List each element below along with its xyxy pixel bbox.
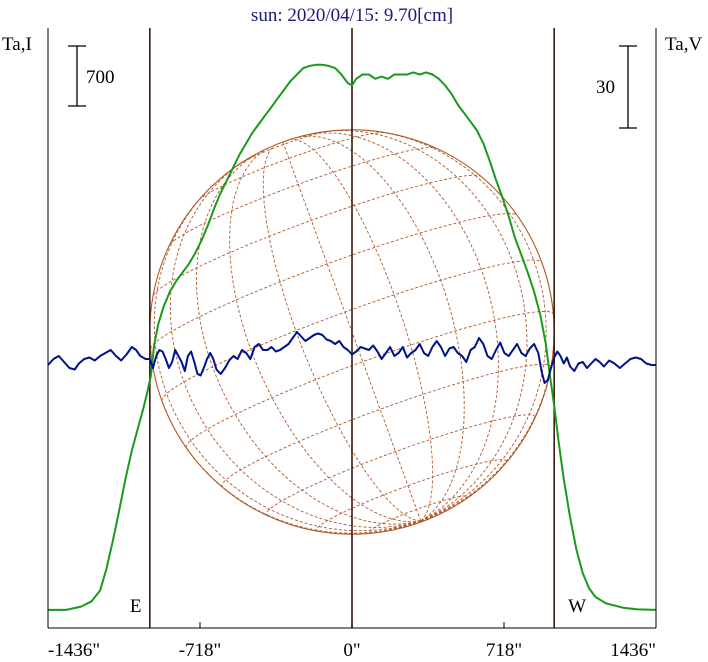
latitude-line [152,174,481,296]
longitude-line [153,184,421,532]
left-scale-bar [68,45,86,107]
x-axis-ticks: -1436" -718" 0" 718" 1436" [47,622,657,661]
x-tick-label: -1436" [48,640,100,661]
x-tick-label: 1436" [610,640,656,661]
longitude-line [420,262,555,522]
longitude-line [363,129,547,522]
series-line [48,63,657,611]
right-scale-bar [619,45,637,129]
latitude-line [169,147,436,245]
series-lines [47,63,657,611]
longitude-line [282,142,422,522]
marker-label: E [130,596,142,617]
left-axis-label: Ta,I [2,34,32,55]
latitude-line [316,459,508,532]
latitude-line [265,414,536,517]
longitude-line [229,147,421,523]
longitude-line [318,130,528,522]
x-tick-label: 718" [486,640,522,661]
longitude-line [196,150,421,525]
longitude-line [420,510,447,522]
chart-title: sun: 2020/04/15: 9.70[cm] [251,5,453,26]
longitude-line [161,400,421,534]
longitude-line [169,157,421,528]
x-tick-label: -718" [179,640,222,661]
longitude-line [290,139,434,522]
longitude-line [262,144,421,522]
right-axis-label: Ta,V [665,34,702,55]
x-tick-label: 0" [343,640,360,661]
solar-disk [149,129,555,535]
series-line [47,331,656,384]
marker-label: W [568,596,586,617]
longitude-line [420,519,427,522]
right-scale-label: 30 [596,77,615,98]
longitude-line [304,132,499,522]
left-scale-label: 700 [86,67,115,88]
latitude-line [150,213,518,349]
